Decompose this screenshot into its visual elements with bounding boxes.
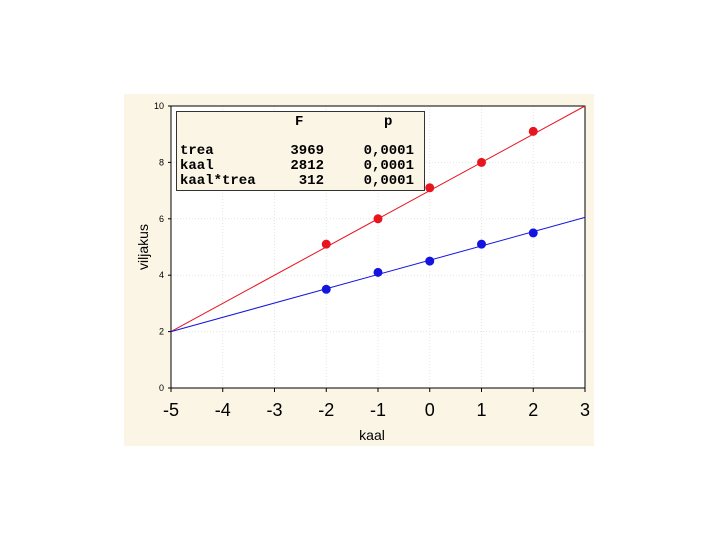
y-tick-label: 10 [154, 101, 164, 111]
x-tick-label: -2 [318, 400, 334, 420]
stats-p-value: 0,0001 [363, 173, 414, 189]
stats-f-value: 2812 [290, 158, 324, 174]
x-tick-label: -3 [266, 400, 282, 420]
stats-p-value: 0,0001 [363, 143, 414, 159]
series-point [321, 284, 331, 294]
stats-term: trea [180, 143, 214, 159]
x-tick-label: -5 [163, 400, 179, 420]
stats-row: trea 3969 0,0001 [180, 143, 420, 159]
x-axis-label: kaal [359, 427, 385, 443]
x-tick-label: 0 [425, 400, 435, 420]
stats-term: kaal [180, 158, 214, 174]
series-point [528, 126, 538, 136]
x-tick-label: -4 [215, 400, 231, 420]
series-point [373, 267, 383, 277]
stats-table: F p trea 3969 0,0001 kaal 2812 0,0001 ka… [176, 111, 425, 191]
stats-term: kaal*trea [180, 173, 256, 189]
stats-p-value: 0,0001 [363, 158, 414, 174]
y-axis-label: viljakus [135, 224, 151, 270]
y-tick-label: 0 [159, 383, 164, 393]
series-point [477, 239, 486, 249]
x-tick-label: -1 [370, 400, 386, 420]
x-tick-label: 1 [476, 400, 486, 420]
stats-header-p: p [384, 114, 393, 130]
stats-header-f: F [295, 114, 304, 130]
stats-f-value: 3969 [290, 143, 324, 159]
y-tick-label: 2 [159, 327, 164, 337]
stats-row: kaal 2812 0,0001 [180, 158, 420, 174]
series-point [477, 157, 486, 167]
y-tick-label: 4 [159, 270, 164, 280]
series-point [425, 183, 435, 193]
series-point [321, 239, 331, 249]
x-tick-label: 3 [580, 400, 590, 420]
series-point [373, 214, 383, 224]
series-point [425, 256, 435, 266]
stats-f-value: 312 [298, 173, 324, 189]
y-tick-label: 6 [159, 214, 164, 224]
stats-row: kaal*trea 312 0,0001 [180, 173, 420, 189]
x-tick-label: 2 [528, 400, 538, 420]
series-point [528, 228, 538, 238]
y-tick-label: 8 [159, 157, 164, 167]
